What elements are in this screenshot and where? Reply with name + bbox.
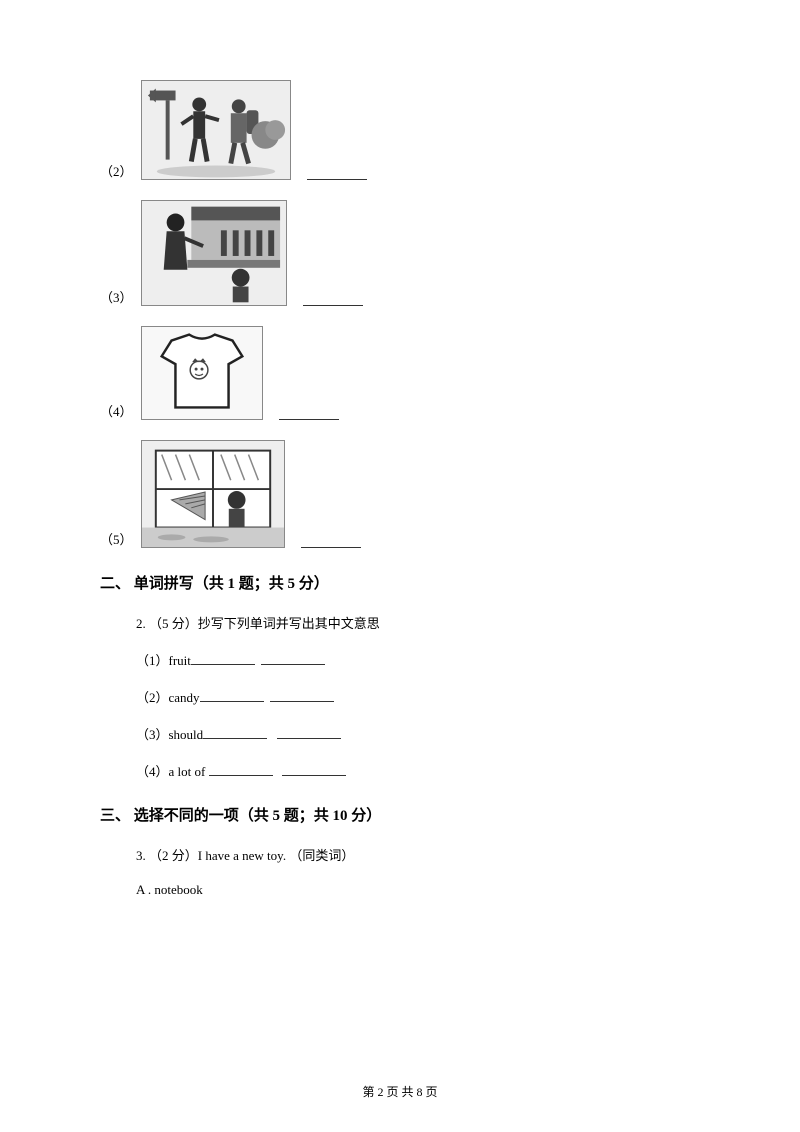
question-4-image: [141, 326, 263, 420]
question-2-number: （2）: [100, 161, 133, 180]
section-2-heading: 二、 单词拼写（共 1 题；共 5 分）: [100, 572, 700, 593]
question-3-number: （3）: [100, 287, 133, 306]
section-2-item-4-blank-a[interactable]: [209, 762, 273, 776]
section-2-item-2-blank-b[interactable]: [270, 688, 334, 702]
section-3-prompt: 3. （2 分）I have a new toy. （同类词）: [136, 845, 700, 864]
shopping-illustration-icon: [142, 200, 286, 306]
question-3-row: （3）: [100, 200, 700, 306]
section-2-item-1: （1）fruit: [136, 650, 700, 669]
section-2-item-2-blank-a[interactable]: [200, 688, 264, 702]
section-2-item-3-blank-b[interactable]: [277, 725, 341, 739]
section-2-prompt: 2. （5 分）抄写下列单词并写出其中文意思: [136, 613, 700, 632]
directions-illustration-icon: [142, 80, 290, 180]
question-2-blank[interactable]: [307, 166, 367, 180]
section-3-option-a: A . notebook: [136, 882, 700, 898]
section-2-item-1-blank-a[interactable]: [191, 651, 255, 665]
question-5-row: （5）: [100, 440, 700, 548]
page-footer: 第 2 页 共 8 页: [0, 1083, 800, 1100]
section-2-item-2: （2）candy: [136, 687, 700, 706]
section-2-item-4: （4）a lot of: [136, 761, 700, 780]
question-4-row: （4）: [100, 326, 700, 420]
page-content: （2）: [0, 0, 800, 956]
question-2-image: [141, 80, 291, 180]
section-2-item-2-text: （2）candy: [136, 690, 200, 705]
section-2-item-1-text: （1）fruit: [136, 653, 191, 668]
question-3-blank[interactable]: [303, 292, 363, 306]
window-rain-illustration-icon: [142, 440, 284, 548]
question-4-number: （4）: [100, 401, 133, 420]
question-2-row: （2）: [100, 80, 700, 180]
question-5-blank[interactable]: [301, 534, 361, 548]
section-2-item-3: （3）should: [136, 724, 700, 743]
section-2-item-4-text: （4）a lot of: [136, 764, 205, 779]
tshirt-illustration-icon: [142, 326, 262, 420]
section-2-item-1-blank-b[interactable]: [261, 651, 325, 665]
section-2-item-3-blank-a[interactable]: [203, 725, 267, 739]
section-3-heading: 三、 选择不同的一项（共 5 题；共 10 分）: [100, 804, 700, 825]
question-3-image: [141, 200, 287, 306]
section-2-item-3-text: （3）should: [136, 727, 203, 742]
question-4-blank[interactable]: [279, 406, 339, 420]
section-2-item-4-blank-b[interactable]: [282, 762, 346, 776]
question-5-number: （5）: [100, 529, 133, 548]
question-5-image: [141, 440, 285, 548]
